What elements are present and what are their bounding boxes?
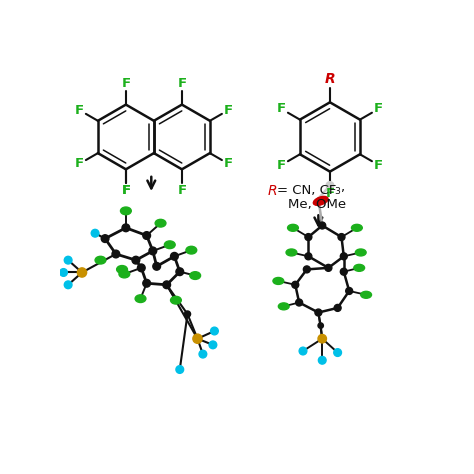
Circle shape (334, 349, 341, 356)
Circle shape (326, 182, 334, 189)
Circle shape (101, 235, 109, 242)
Text: F: F (325, 187, 335, 200)
Circle shape (137, 264, 145, 272)
Ellipse shape (155, 219, 166, 227)
Ellipse shape (119, 270, 130, 278)
Circle shape (163, 281, 171, 289)
Ellipse shape (190, 272, 201, 279)
Circle shape (305, 234, 312, 240)
Circle shape (340, 253, 347, 260)
Circle shape (338, 234, 345, 240)
Circle shape (199, 350, 207, 358)
Ellipse shape (356, 249, 366, 256)
Circle shape (143, 279, 151, 287)
Text: F: F (374, 159, 383, 172)
Circle shape (122, 224, 130, 232)
Ellipse shape (117, 265, 128, 273)
Text: Me, OMe: Me, OMe (288, 198, 346, 211)
Text: F: F (177, 184, 186, 197)
Ellipse shape (135, 295, 146, 302)
Circle shape (292, 282, 299, 288)
Text: F: F (374, 102, 383, 115)
Text: F: F (121, 77, 130, 90)
Ellipse shape (361, 292, 372, 298)
Circle shape (91, 229, 99, 237)
Ellipse shape (313, 196, 328, 205)
Circle shape (176, 268, 183, 275)
Circle shape (318, 323, 323, 328)
Text: F: F (277, 102, 286, 115)
Ellipse shape (120, 207, 131, 215)
Text: F: F (224, 157, 233, 171)
Circle shape (176, 365, 183, 374)
Ellipse shape (186, 246, 197, 254)
Ellipse shape (286, 249, 297, 256)
Circle shape (325, 264, 332, 271)
Circle shape (296, 299, 302, 306)
Text: F: F (277, 159, 286, 172)
Ellipse shape (95, 256, 106, 264)
Text: F: F (177, 77, 186, 90)
Ellipse shape (288, 224, 298, 231)
Text: F: F (74, 157, 84, 171)
Circle shape (143, 232, 151, 239)
Ellipse shape (171, 296, 182, 304)
Text: = CN, CF: = CN, CF (277, 184, 336, 197)
Text: F: F (74, 103, 84, 117)
Circle shape (346, 288, 353, 294)
Ellipse shape (273, 277, 284, 284)
Ellipse shape (352, 224, 362, 231)
Ellipse shape (354, 264, 365, 271)
Circle shape (60, 269, 67, 276)
Circle shape (319, 356, 326, 364)
Text: $_3$,: $_3$, (334, 184, 345, 197)
Circle shape (315, 309, 322, 316)
Circle shape (303, 266, 310, 273)
Text: F: F (121, 184, 130, 197)
Text: $\it{R}$: $\it{R}$ (267, 184, 277, 198)
Circle shape (305, 253, 312, 260)
Circle shape (149, 247, 157, 255)
Circle shape (64, 281, 72, 289)
Circle shape (132, 256, 140, 264)
Circle shape (299, 347, 307, 355)
Ellipse shape (278, 303, 289, 310)
Circle shape (112, 250, 120, 258)
Text: F: F (121, 184, 130, 197)
Circle shape (77, 268, 87, 277)
Circle shape (340, 268, 347, 275)
Circle shape (153, 263, 161, 270)
Circle shape (64, 256, 72, 264)
Circle shape (184, 311, 191, 317)
Circle shape (193, 334, 202, 343)
Circle shape (171, 253, 178, 260)
Text: R: R (325, 72, 335, 86)
Ellipse shape (164, 241, 175, 248)
Circle shape (334, 304, 341, 311)
Circle shape (210, 327, 219, 335)
Circle shape (209, 341, 217, 349)
Text: F: F (224, 103, 233, 117)
Circle shape (318, 335, 327, 343)
Circle shape (319, 222, 326, 229)
